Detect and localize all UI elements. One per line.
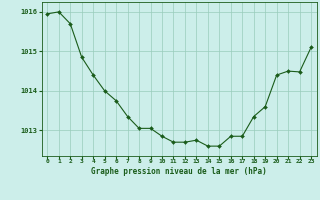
X-axis label: Graphe pression niveau de la mer (hPa): Graphe pression niveau de la mer (hPa) [91,167,267,176]
